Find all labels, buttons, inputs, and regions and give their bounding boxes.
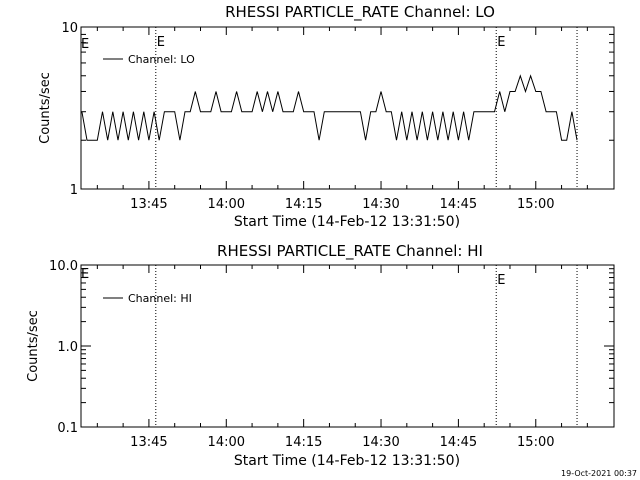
x-tick-label: 14:30 xyxy=(362,197,399,212)
chart-title: RHESSI PARTICLE_RATE Channel: HI xyxy=(217,242,483,261)
y-tick-label: 10 xyxy=(61,21,78,36)
x-axis-ticks: 13:45 14:00 14:15 14:30 14:45 15:00 xyxy=(96,27,588,212)
date-stamp: 19-Oct-2021 00:37 xyxy=(561,469,637,478)
x-tick-label: 15:00 xyxy=(517,435,554,450)
x-tick-label: 14:30 xyxy=(362,435,399,450)
x-tick-label: 13:45 xyxy=(130,197,167,212)
x-tick-label: 15:00 xyxy=(517,197,554,212)
marker-label: E xyxy=(497,273,505,288)
x-axis-label: Start Time (14-Feb-12 13:31:50) xyxy=(234,214,460,230)
x-tick-label: 13:45 xyxy=(130,435,167,450)
series-line xyxy=(81,74,578,141)
y-axis-ticks: 0.1 1.0 10.0 xyxy=(49,259,614,436)
chart-title: RHESSI PARTICLE_RATE Channel: LO xyxy=(225,3,495,22)
x-tick-label: 14:00 xyxy=(208,197,245,212)
y-tick-label: 1 xyxy=(70,183,78,198)
y-tick-label: 10.0 xyxy=(49,259,78,274)
y-axis-label: Counts/sec xyxy=(26,310,41,382)
x-axis-label: Start Time (14-Feb-12 13:31:50) xyxy=(234,453,460,469)
vertical-markers: E xyxy=(155,265,578,427)
x-tick-label: 14:45 xyxy=(440,435,477,450)
x-tick-label: 14:15 xyxy=(285,197,322,212)
legend-label: Channel: HI xyxy=(128,292,192,305)
y-axis-ticks: 1 10 xyxy=(61,21,614,198)
x-tick-label: 14:45 xyxy=(440,197,477,212)
y-axis-label: Counts/sec xyxy=(38,72,53,144)
series-layer xyxy=(81,74,578,141)
x-tick-label: 14:00 xyxy=(208,435,245,450)
x-axis-ticks: 13:45 14:00 14:15 14:30 14:45 15:00 xyxy=(96,265,588,450)
chart-panel-lo: RHESSI PARTICLE_RATE Channel: LO 13:45 14… xyxy=(38,3,615,230)
marker-label: E xyxy=(497,35,505,50)
legend-label: Channel: LO xyxy=(128,53,195,66)
corner-e-label: E xyxy=(81,267,89,282)
x-tick-label: 14:15 xyxy=(285,435,322,450)
marker-label: E xyxy=(157,35,165,50)
y-tick-label: 0.1 xyxy=(57,421,78,436)
plot-frame xyxy=(80,26,615,190)
chart-panel-hi: RHESSI PARTICLE_RATE Channel: HI 13:45 14… xyxy=(26,242,615,469)
corner-e-label: E xyxy=(81,37,89,52)
y-tick-label: 1.0 xyxy=(57,340,78,355)
